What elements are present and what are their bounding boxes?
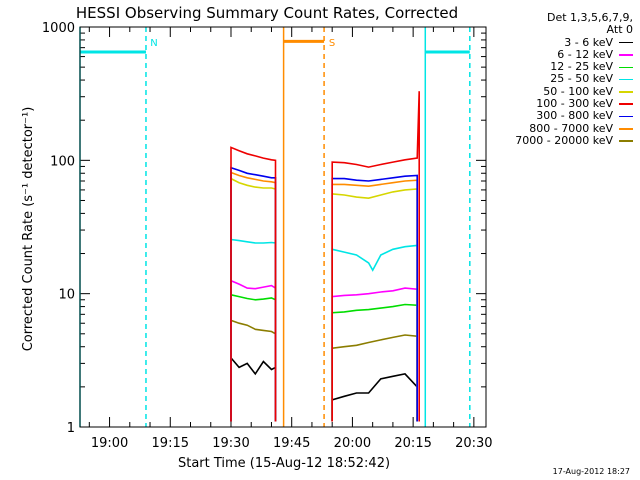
series-line (331, 303, 419, 422)
legend-swatch (619, 115, 633, 118)
legend-label: 100 - 300 keV (536, 97, 613, 111)
y-tick-label: 100 (50, 154, 75, 169)
series-line (230, 355, 277, 422)
legend-entry: 800 - 7000 keV (515, 121, 633, 135)
series-line (230, 319, 277, 422)
legend-entry: 12 - 25 keV (515, 60, 633, 74)
legend-label: 25 - 50 keV (550, 72, 613, 86)
legend-label: 12 - 25 keV (550, 60, 613, 74)
series-line (230, 166, 277, 422)
legend-entry: 6 - 12 keV (515, 47, 633, 61)
legend-swatch (619, 128, 633, 130)
legend-entry: 100 - 300 keV (515, 97, 633, 111)
series-line (331, 244, 419, 422)
x-tick-label: 19:30 (212, 436, 249, 451)
series-line (230, 238, 277, 422)
x-axis-label: Start Time (15-Aug-12 18:52:42) (178, 456, 390, 471)
legend-entry: 50 - 100 keV (515, 84, 633, 98)
series-line (331, 91, 421, 422)
series-line (331, 179, 419, 422)
legend-header-detectors: Det 1,3,5,6,7,9, (546, 11, 633, 24)
legend-entry: 300 - 800 keV (515, 110, 633, 122)
y-tick-label: 1000 (42, 21, 75, 36)
legend-swatch (619, 66, 633, 69)
annotation-s-label: S (329, 38, 335, 49)
y-axis-label: Corrected Count Rate (s⁻¹ detector⁻¹) (21, 107, 36, 352)
x-tick-label: 20:15 (394, 436, 431, 451)
x-tick-label: 19:15 (152, 436, 189, 451)
legend: Det 1,3,5,6,7,9, Att 0 3 - 6 keV 6 - 12 k… (515, 11, 633, 147)
x-tick-label: 20:30 (455, 436, 492, 451)
legend-label: 800 - 7000 keV (529, 121, 613, 135)
series-line (331, 287, 419, 422)
series-line (230, 293, 277, 422)
legend-header-attenuator: Att 0 (606, 23, 633, 37)
series-line (331, 334, 419, 422)
x-tick-label: 19:00 (91, 436, 128, 451)
series-line (331, 373, 419, 422)
series-line (331, 188, 419, 422)
x-tick-label: 20:00 (334, 436, 371, 451)
series-line (230, 171, 277, 422)
series-line (331, 174, 419, 422)
series-line (230, 146, 277, 422)
legend-swatch (619, 54, 633, 56)
x-tick-label: 19:45 (273, 436, 310, 451)
series-line (230, 279, 277, 422)
legend-swatch (619, 78, 633, 81)
legend-label: 6 - 12 keV (557, 47, 613, 61)
footer-timestamp: 17-Aug-2012 18:27 (552, 467, 630, 476)
chart-title: HESSI Observing Summary Count Rates, Cor… (76, 4, 458, 22)
legend-label: 7000 - 20000 keV (515, 133, 613, 147)
legend-label: 3 - 6 keV (564, 35, 613, 49)
y-tick-label: 10 (58, 288, 75, 303)
legend-entry: 3 - 6 keV (515, 35, 633, 49)
legend-swatch (619, 140, 633, 142)
legend-entry: 7000 - 20000 keV (515, 133, 633, 147)
annotation-n-label: N (150, 38, 157, 49)
legend-swatch (619, 103, 633, 105)
series-line (230, 177, 277, 422)
legend-swatch (619, 91, 633, 93)
plot-frame (79, 26, 487, 428)
legend-swatch (619, 41, 633, 44)
legend-label: 300 - 800 keV (536, 109, 613, 123)
legend-label: 50 - 100 keV (543, 84, 613, 98)
legend-entry: 25 - 50 keV (515, 73, 633, 85)
y-tick-label: 1 (67, 421, 75, 436)
